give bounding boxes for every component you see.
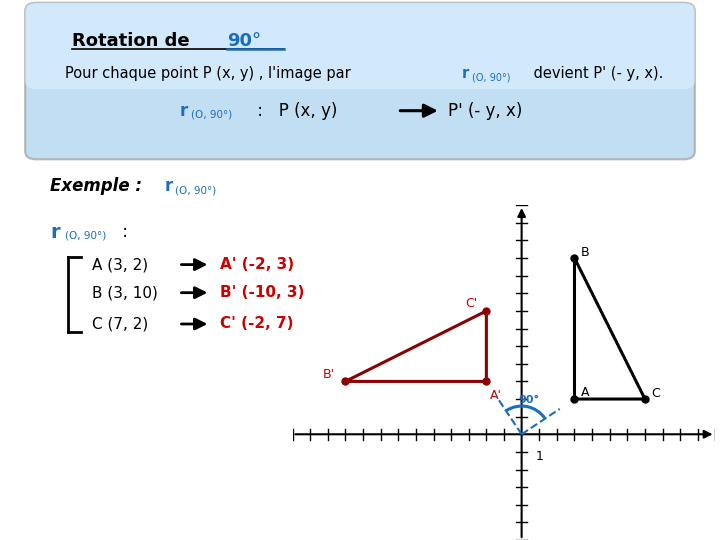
Text: Rotation de: Rotation de — [72, 32, 196, 50]
Text: :: : — [117, 223, 134, 241]
Text: B: B — [580, 246, 589, 259]
Text: (O, 90°): (O, 90°) — [191, 110, 232, 119]
Text: C': C' — [465, 298, 477, 310]
Text: Exemple :: Exemple : — [50, 177, 148, 195]
Text: :   P (x, y): : P (x, y) — [252, 102, 338, 120]
Text: A: A — [580, 386, 589, 399]
Text: r: r — [50, 222, 60, 242]
Text: B (3, 10): B (3, 10) — [92, 285, 158, 300]
Text: (O, 90°): (O, 90°) — [175, 185, 216, 195]
Text: P' (- y, x): P' (- y, x) — [448, 102, 522, 120]
Text: 90°: 90° — [518, 395, 539, 404]
Text: B': B' — [323, 368, 335, 381]
Text: r: r — [462, 66, 469, 82]
Text: A' (-2, 3): A' (-2, 3) — [220, 257, 294, 272]
Text: A': A' — [490, 389, 502, 402]
Text: devient P' (- y, x).: devient P' (- y, x). — [529, 66, 664, 82]
Text: r: r — [180, 102, 188, 120]
Text: A (3, 2): A (3, 2) — [92, 257, 148, 272]
Text: Pour chaque point P (x, y) , l'image par: Pour chaque point P (x, y) , l'image par — [65, 66, 355, 82]
FancyBboxPatch shape — [25, 3, 695, 159]
Text: B' (-10, 3): B' (-10, 3) — [220, 285, 304, 300]
Text: 90°: 90° — [227, 32, 261, 50]
Text: r: r — [164, 177, 172, 195]
Text: C (7, 2): C (7, 2) — [92, 316, 148, 332]
Text: 1: 1 — [535, 450, 543, 463]
Text: (O, 90°): (O, 90°) — [472, 72, 510, 82]
Text: C: C — [651, 387, 660, 400]
Text: (O, 90°): (O, 90°) — [65, 231, 106, 241]
Text: C' (-2, 7): C' (-2, 7) — [220, 316, 293, 332]
FancyBboxPatch shape — [25, 3, 695, 89]
